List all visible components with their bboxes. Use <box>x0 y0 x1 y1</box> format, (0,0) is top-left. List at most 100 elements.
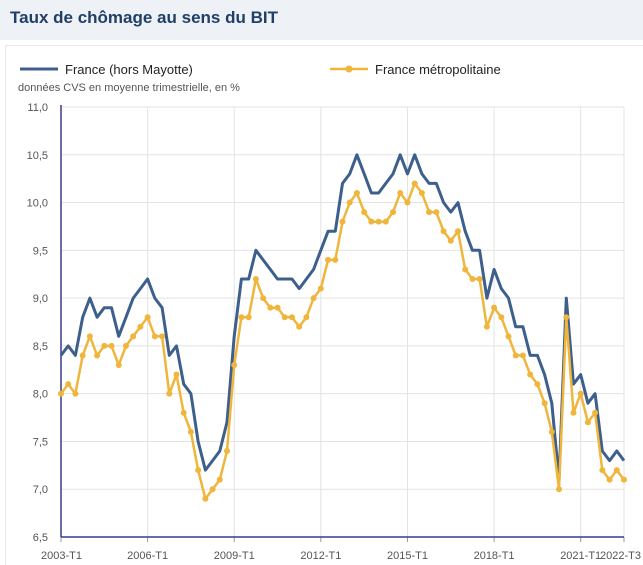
data-point-marker <box>491 304 498 311</box>
data-point-marker <box>296 323 303 330</box>
data-point-marker <box>202 495 209 502</box>
data-point-marker <box>130 333 137 340</box>
data-point-marker <box>260 295 267 302</box>
data-point-marker <box>404 199 411 206</box>
y-tick-label: 8,0 <box>33 389 48 401</box>
data-point-marker <box>281 314 288 321</box>
legend-label-france-hors-mayotte: France (hors Mayotte) <box>65 62 193 77</box>
y-tick-label: 10,0 <box>27 198 48 210</box>
data-point-marker <box>159 333 166 340</box>
data-point-marker <box>310 295 317 302</box>
data-point-marker <box>65 381 72 388</box>
data-point-marker <box>397 190 404 196</box>
data-point-marker <box>195 467 202 474</box>
data-point-marker <box>137 323 144 330</box>
data-point-marker <box>476 276 483 282</box>
data-point-marker <box>180 409 187 416</box>
data-point-marker <box>267 304 274 311</box>
data-point-marker <box>418 190 425 196</box>
series-line-france-metropolitaine <box>59 182 625 501</box>
data-point-marker <box>187 428 194 435</box>
x-tick-label: 2015-T1 <box>387 550 428 562</box>
chart-header: Taux de chômage au sens du BIT <box>0 0 643 40</box>
data-point-marker <box>469 276 476 282</box>
data-point-marker <box>346 199 353 206</box>
data-point-marker <box>548 428 555 435</box>
data-point-marker <box>274 304 281 311</box>
data-point-marker <box>216 476 223 483</box>
x-tick-label: 2021-T1 <box>560 550 601 562</box>
data-point-marker <box>58 390 64 397</box>
data-point-marker <box>534 381 541 388</box>
y-tick-label: 8,5 <box>33 341 48 353</box>
data-point-marker <box>447 237 454 244</box>
data-point-marker <box>122 342 129 349</box>
legend-item-france-metropolitaine[interactable]: France métropolitaine <box>330 62 501 77</box>
x-tick-label: 2006-T1 <box>127 550 168 562</box>
data-point-marker <box>592 409 599 416</box>
data-point-marker <box>303 314 310 321</box>
data-point-marker <box>454 228 461 235</box>
legend-label-france-metropolitaine: France métropolitaine <box>375 62 501 77</box>
data-point-marker <box>613 467 620 474</box>
data-point-marker <box>440 228 447 235</box>
data-point-marker <box>426 209 433 216</box>
data-point-marker <box>317 285 324 292</box>
x-tick-label: 2012-T1 <box>300 550 341 562</box>
x-tick-label: 2003-T1 <box>41 550 82 562</box>
data-point-marker <box>108 342 115 349</box>
data-point-marker <box>483 323 490 330</box>
data-point-marker <box>79 352 86 359</box>
data-point-marker <box>101 342 108 349</box>
data-point-marker <box>527 371 534 378</box>
data-point-marker <box>577 390 584 397</box>
data-point-marker <box>563 314 570 321</box>
data-point-marker <box>339 218 346 225</box>
chart-panel <box>5 45 643 565</box>
y-tick-label: 7,5 <box>33 436 48 448</box>
data-point-marker <box>94 352 101 359</box>
data-point-marker <box>599 467 606 474</box>
data-point-marker <box>382 218 389 225</box>
data-point-marker <box>86 333 93 340</box>
legend[interactable]: France (hors Mayotte) France métropolita… <box>20 62 501 77</box>
legend-marker-france-metropolitaine <box>345 65 353 73</box>
data-point-marker <box>288 314 295 321</box>
data-point-marker <box>584 419 591 426</box>
y-tick-label: 9,5 <box>33 245 48 257</box>
legend-item-france-hors-mayotte[interactable]: France (hors Mayotte) <box>20 62 193 77</box>
y-tick-label: 11,0 <box>27 102 48 114</box>
data-point-marker <box>390 209 397 216</box>
data-point-marker <box>462 266 469 273</box>
data-point-marker <box>411 180 418 187</box>
data-point-marker <box>115 362 122 368</box>
data-point-marker <box>519 352 526 359</box>
data-point-marker <box>245 314 252 321</box>
data-point-marker <box>325 256 332 263</box>
data-point-marker <box>556 486 563 493</box>
chart-subtitle: données CVS en moyenne trimestrielle, en… <box>18 82 240 94</box>
y-tick-label: 10,5 <box>27 150 48 162</box>
data-point-marker <box>166 390 173 397</box>
y-tick-label: 7,0 <box>33 484 48 496</box>
axes: 6,5 7,0 7,5 8,0 8,5 9,0 9,5 10,0 10,5 11,0 2003-T1… <box>27 102 641 562</box>
data-point-marker <box>621 476 627 483</box>
x-tick-label: 2009-T1 <box>214 550 255 562</box>
data-point-marker <box>332 256 339 263</box>
chart-title: Taux de chômage au sens du BIT <box>10 8 278 27</box>
data-point-marker <box>541 400 548 407</box>
data-point-marker <box>353 190 360 196</box>
series-line-france-hors-mayotte <box>59 153 626 482</box>
data-point-marker <box>72 390 79 397</box>
data-point-marker <box>433 209 440 216</box>
y-tick-label: 6,5 <box>33 532 48 544</box>
data-point-marker <box>368 218 375 225</box>
data-point-marker <box>361 209 368 216</box>
data-point-marker <box>375 218 382 225</box>
y-tick-label: 9,0 <box>33 293 48 305</box>
data-point-marker <box>173 371 180 378</box>
data-point-marker <box>224 448 231 454</box>
data-point-marker <box>144 314 151 321</box>
data-point-marker <box>498 314 505 321</box>
